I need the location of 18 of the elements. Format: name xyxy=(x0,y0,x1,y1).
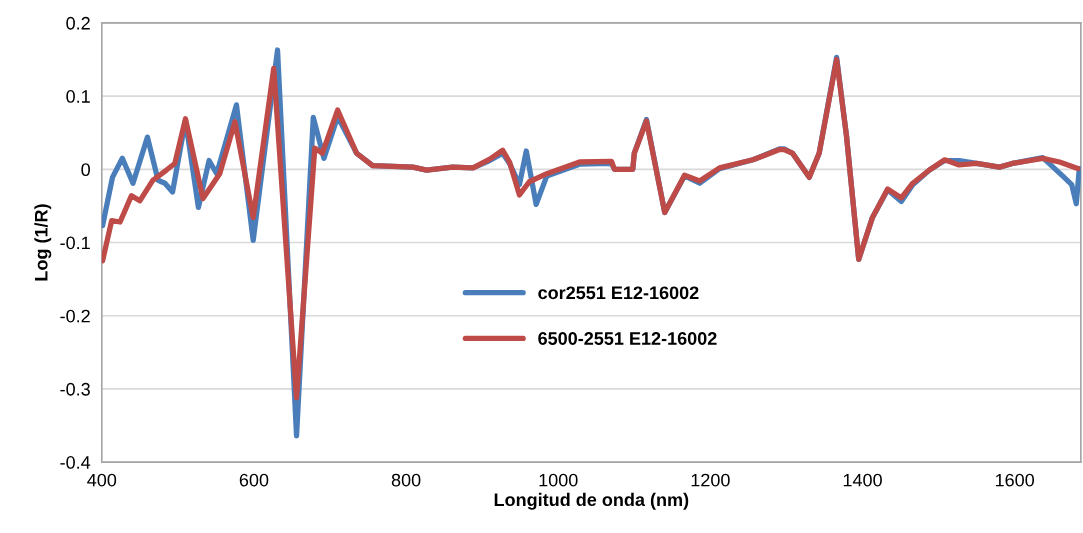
x-tick-label: 400 xyxy=(87,473,117,487)
x-axis-title: Longitud de onda (nm) xyxy=(494,492,689,510)
x-tick-label: 600 xyxy=(239,473,269,487)
y-tick-label: -0.4 xyxy=(60,456,91,469)
y-tick-label: -0.2 xyxy=(60,309,90,323)
y-tick-label: -0.3 xyxy=(60,382,90,396)
x-tick-label: 1400 xyxy=(843,473,882,487)
y-tick-label: 0 xyxy=(81,163,90,177)
x-tick-label: 1200 xyxy=(691,473,730,487)
y-axis-title: Log (1/R) xyxy=(34,204,52,281)
x-tick-label: 1000 xyxy=(539,473,578,487)
y-tick-label: 0.1 xyxy=(66,90,90,103)
x-tick-label: 1600 xyxy=(995,473,1035,487)
legend-label: cor2551 E12-16002 xyxy=(538,286,699,300)
legend-label: 6500-2551 E12-16002 xyxy=(538,332,717,345)
y-tick-label: -0.1 xyxy=(60,236,90,250)
x-tick-label: 800 xyxy=(391,473,421,487)
y-tick-label: 0.2 xyxy=(66,16,90,30)
